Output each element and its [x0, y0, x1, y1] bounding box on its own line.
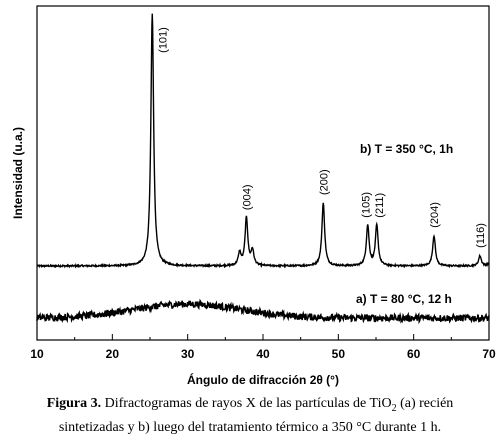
- figure-caption: Figura 3. Difractogramas de rayos X de l…: [0, 394, 500, 437]
- series-a-line: [36, 298, 490, 325]
- caption-text-1: Difractogramas de rayos X de las partícu…: [101, 396, 392, 411]
- series-a-label: a) T = 80 °C, 12 h: [356, 292, 452, 306]
- x-axis-title: Ángulo de difracción 2θ (°): [187, 372, 339, 387]
- y-axis-title: Intensidad (u.a.): [11, 127, 25, 219]
- x-tick-label: 70: [482, 347, 496, 361]
- xrd-chart: 10 20 30 40 50 60 70 (101) (004) (200) (105) (211)…: [11, 5, 496, 387]
- peak-label: (211): [374, 193, 386, 218]
- peak-label: (101): [157, 27, 169, 53]
- peak-label: (004): [241, 184, 253, 210]
- caption-text-2: (a) recién: [396, 396, 454, 411]
- peak-label: (105): [361, 192, 373, 218]
- series-b-label: b) T = 350 °C, 1h: [360, 142, 453, 156]
- x-tick-label: 30: [181, 347, 195, 361]
- x-tick-label: 10: [30, 347, 44, 361]
- caption-text-3: sintetizadas y b) luego del tratamiento …: [58, 419, 442, 435]
- peak-labels: (101) (004) (200) (105) (211) (204) (116): [157, 27, 487, 248]
- series-b-line: [36, 13, 490, 269]
- x-axis-ticks: 10 20 30 40 50 60 70: [30, 334, 496, 361]
- peak-label: (200): [318, 169, 330, 195]
- peak-label: (116): [475, 223, 487, 248]
- curves: [36, 13, 490, 325]
- x-tick-label: 60: [407, 347, 421, 361]
- x-tick-label: 40: [256, 347, 270, 361]
- x-tick-label: 50: [332, 347, 346, 361]
- caption-figure-label: Figura 3.: [46, 396, 102, 411]
- caption-subscript: 2: [391, 402, 397, 414]
- peak-label: (204): [429, 202, 441, 228]
- x-tick-label: 20: [106, 347, 120, 361]
- series-labels: b) T = 350 °C, 1h a) T = 80 °C, 12 h: [356, 142, 453, 306]
- plot-frame: [36, 5, 490, 341]
